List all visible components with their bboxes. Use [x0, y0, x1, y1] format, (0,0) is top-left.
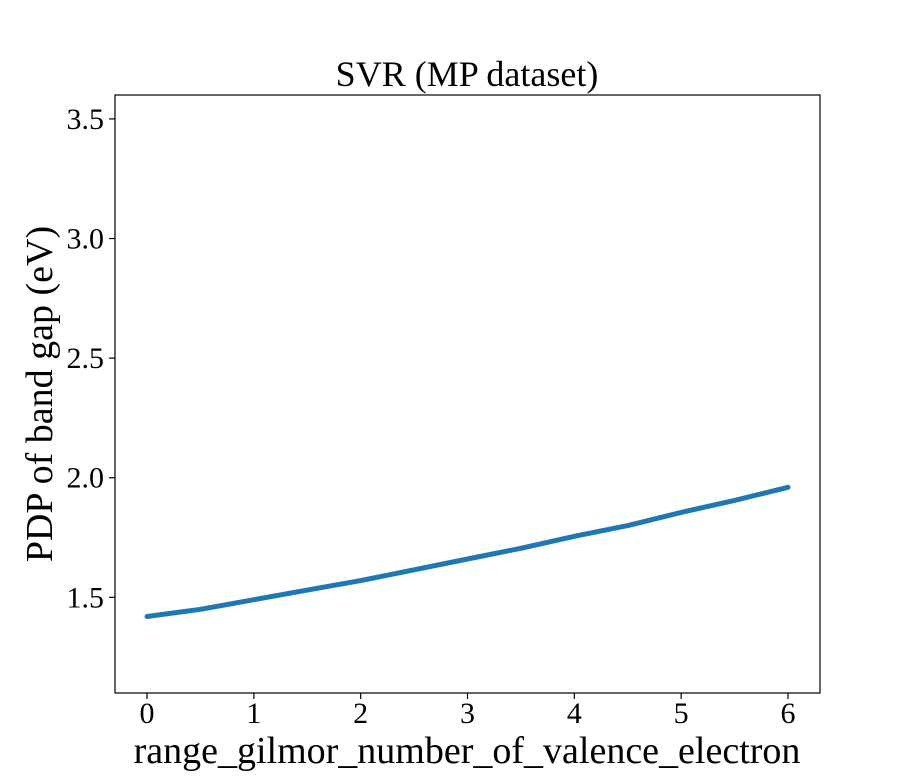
y-tick-label: 3.5 [67, 103, 105, 136]
x-tick-label: 2 [353, 697, 368, 730]
y-axis-ticks: 1.5 2.0 2.5 3.0 3.5 [67, 103, 115, 614]
series-line [144, 484, 791, 619]
series-layer [144, 484, 791, 619]
y-tick-label: 2.5 [67, 342, 105, 375]
x-tick-label: 1 [246, 697, 261, 730]
y-tick-label: 1.5 [67, 581, 105, 614]
x-tick-label: 0 [140, 697, 155, 730]
x-tick-label: 3 [460, 697, 475, 730]
y-tick-label: 3.0 [67, 223, 105, 256]
y-tick-label: 2.0 [67, 462, 105, 495]
x-tick-label: 6 [780, 697, 795, 730]
chart-title: SVR (MP dataset) [336, 54, 599, 94]
x-axis-ticks: 0 1 2 3 4 5 6 [140, 693, 795, 730]
x-tick-label: 5 [674, 697, 689, 730]
y-axis-label: PDP of band gap (eV) [19, 226, 61, 562]
x-tick-label: 4 [567, 697, 582, 730]
x-axis-label: range_gilmor_number_of_valence_electron [134, 730, 801, 772]
